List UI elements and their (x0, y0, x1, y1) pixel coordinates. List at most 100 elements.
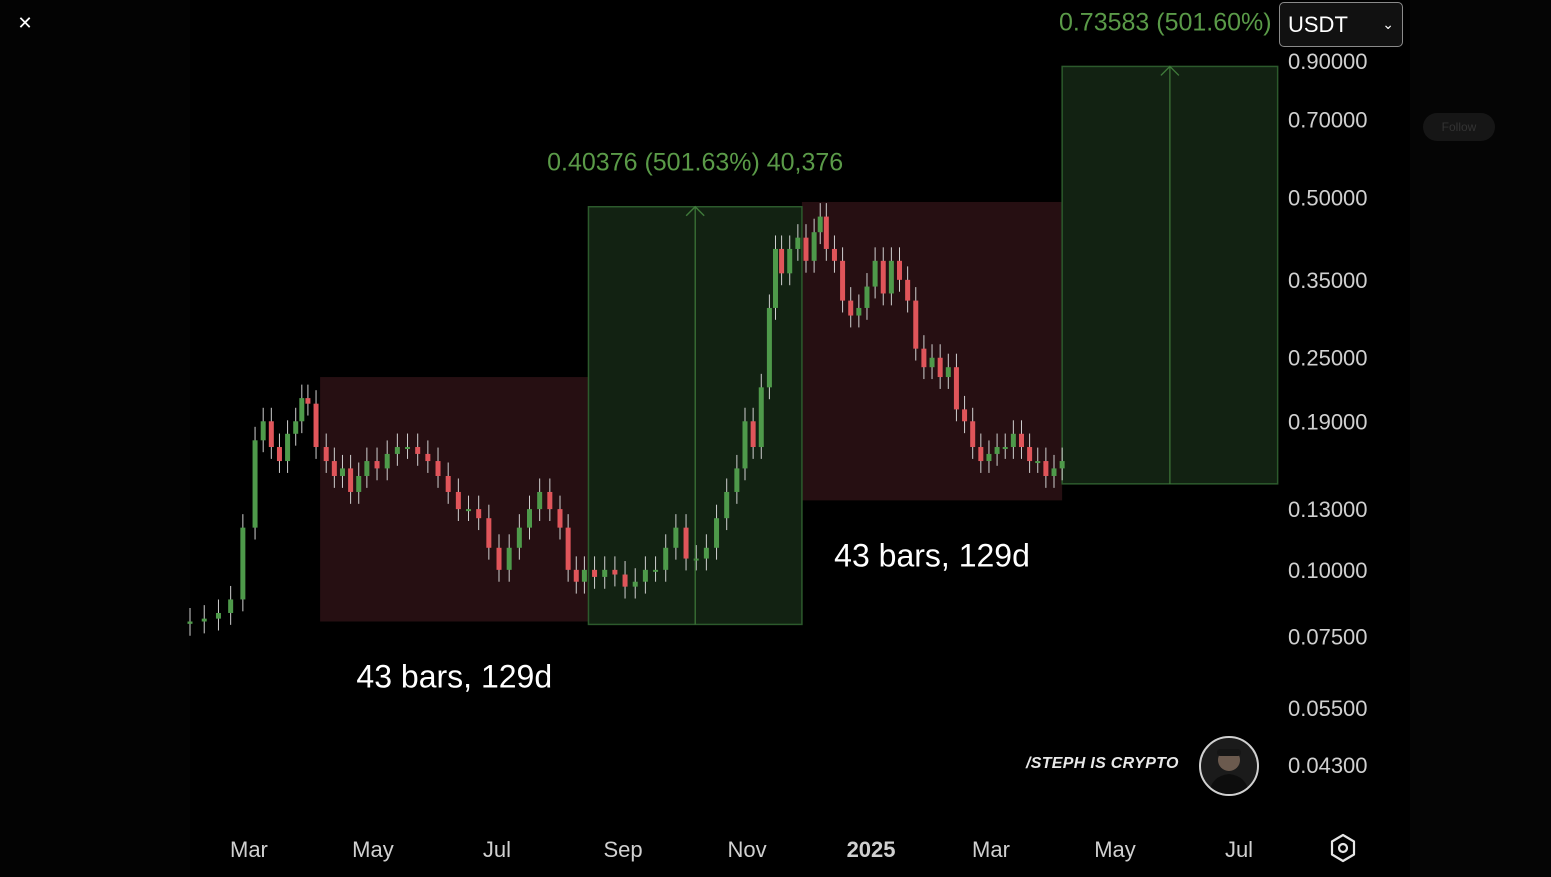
measure-label-0: 0.40376 (501.63%) 40,376 (547, 149, 843, 177)
candle-body (415, 447, 421, 454)
candle-body (486, 518, 492, 548)
chevron-down-icon: ⌄ (1382, 16, 1394, 32)
y-tick-label: 0.13000 (1288, 497, 1368, 522)
x-tick-label: Sep (603, 837, 642, 862)
y-tick-label: 0.35000 (1288, 268, 1368, 293)
candle-body (1059, 461, 1065, 469)
candle-body (612, 569, 618, 575)
close-button[interactable]: ✕ (17, 13, 33, 33)
range-label-1: 43 bars, 129d (834, 537, 1030, 573)
y-tick-label: 0.90000 (1288, 49, 1368, 74)
candle-body (848, 300, 854, 316)
measure-label-1: 0.73583 (501.60%) (1059, 8, 1272, 36)
candle-body (293, 421, 299, 434)
candle-body (978, 447, 984, 462)
y-tick-label: 0.04300 (1288, 753, 1368, 778)
candle-body (724, 491, 730, 519)
y-axis: 0.90000 0.70000 0.50000 0.35000 0.25000 0.190… (1288, 49, 1368, 778)
candle-body (803, 237, 809, 261)
candle-body (476, 509, 482, 519)
candle-body (622, 574, 628, 587)
candle-body (897, 260, 903, 280)
candle-body (1043, 461, 1049, 476)
x-tick-label: Mar (972, 837, 1010, 862)
candle-body (557, 509, 563, 528)
x-tick-label: Nov (727, 837, 766, 862)
candle-body (405, 447, 411, 450)
candle-body (905, 279, 911, 301)
candle-body (516, 527, 522, 548)
currency-label: USDT (1288, 12, 1348, 37)
candle-body (260, 421, 266, 441)
x-tick-label: May (1094, 837, 1136, 862)
candle-body (573, 569, 579, 582)
candle-body (394, 447, 400, 454)
y-tick-label: 0.50000 (1288, 185, 1368, 210)
candle-body (787, 248, 793, 274)
candle-body (285, 433, 291, 462)
candle-body (215, 612, 221, 619)
candle-body (673, 527, 679, 548)
candle-body (683, 527, 689, 559)
avatar (1199, 736, 1259, 796)
candle-body (527, 509, 533, 528)
candle-body (1018, 433, 1024, 448)
candle-body (994, 447, 1000, 454)
y-tick-label: 0.70000 (1288, 107, 1368, 132)
candle-body (305, 398, 311, 404)
candle-body (537, 491, 543, 510)
range-label-0: 43 bars, 129d (356, 659, 552, 695)
candle-body (758, 387, 764, 448)
candle-body (323, 447, 329, 462)
candle-body (831, 248, 837, 261)
y-tick-label: 0.10000 (1288, 558, 1368, 583)
candle-body (240, 527, 246, 600)
currency-select[interactable]: USDT ⌄ (1279, 2, 1403, 47)
candle-body (929, 357, 935, 368)
candle-body (592, 569, 598, 577)
follow-button[interactable]: Follow (1423, 113, 1495, 141)
candle-body (252, 440, 258, 528)
candle-body (356, 475, 362, 492)
candle-body (435, 461, 441, 476)
candle-body (864, 286, 870, 308)
candle-body (384, 453, 390, 469)
candle-body (693, 558, 699, 561)
candle-body (663, 547, 669, 570)
candle-body (642, 569, 648, 582)
x-tick-label: Mar (230, 837, 268, 862)
candle-body (339, 468, 345, 476)
candle-body (856, 307, 862, 316)
candle-body (299, 398, 305, 422)
candle-body (1002, 447, 1008, 450)
y-tick-label: 0.05500 (1288, 696, 1368, 721)
candle-body (496, 547, 502, 570)
candle-body (313, 403, 319, 448)
candle-body (1035, 461, 1041, 464)
candle-body (937, 357, 943, 378)
candle-body (455, 491, 461, 510)
x-tick-label: Jul (483, 837, 511, 862)
candle-body (772, 248, 778, 308)
candle-body (986, 453, 992, 462)
candle-body (602, 569, 608, 577)
candle-body (913, 300, 919, 349)
candle-body (425, 453, 431, 462)
candle-body (331, 461, 337, 476)
range-zone-0 (320, 377, 589, 622)
candle-body (364, 461, 370, 476)
candle-body (750, 421, 756, 448)
candle-body (811, 232, 817, 261)
candle-body (268, 421, 274, 448)
candle-body (1010, 433, 1016, 448)
candle-body (581, 569, 587, 582)
y-tick-label: 0.25000 (1288, 346, 1368, 371)
candle-body (276, 447, 282, 462)
candle-body (817, 216, 823, 233)
candles-layer (187, 203, 1065, 636)
settings-icon[interactable] (1327, 832, 1359, 864)
candle-body (374, 461, 380, 469)
candle-body (1051, 468, 1057, 476)
x-tick-label: May (352, 837, 394, 862)
